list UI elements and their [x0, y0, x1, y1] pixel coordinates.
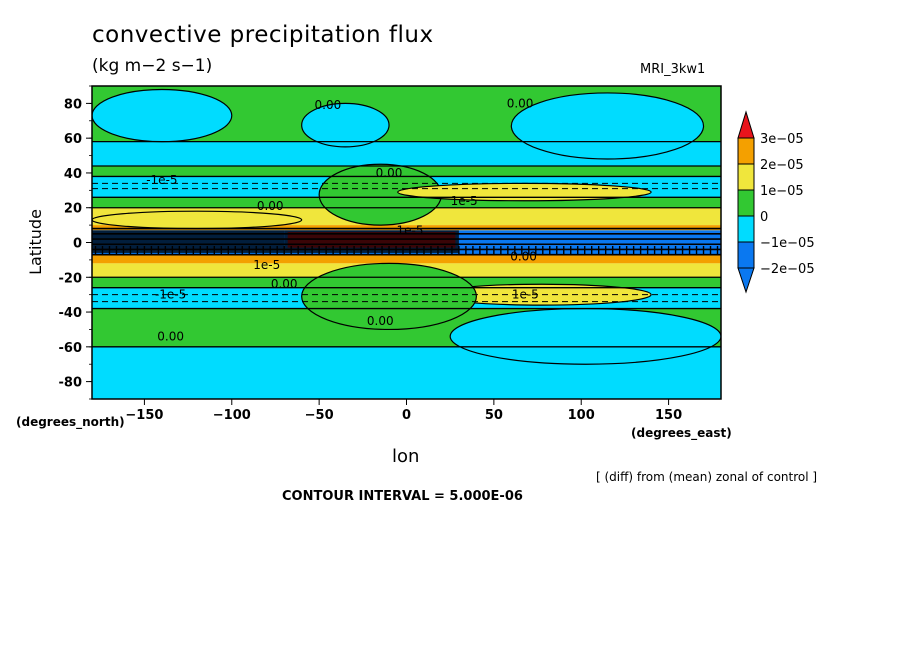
region-equatorial-black-mid [284, 230, 459, 253]
contour-label: 0.00 [367, 314, 394, 328]
contour-label: -1e-5 [155, 288, 186, 302]
colorbar-top-triangle [737, 110, 755, 139]
y-tick-label: -40 [59, 306, 83, 321]
description-note: [ (diff) from (mean) zonal of control ] [596, 470, 818, 484]
contour-label: -1e-5 [146, 173, 177, 187]
region-north-cyan-mid [301, 102, 390, 148]
y-tick-label: -60 [59, 341, 83, 356]
units-label: (kg m−2 s−1) [92, 56, 213, 76]
equatorial-contour-stripes [94, 245, 719, 255]
contour-label: 0.00 [507, 96, 534, 110]
x-tick-label: 150 [655, 408, 682, 423]
contour-label: 0.00 [157, 329, 184, 343]
region-central-green-south [301, 262, 477, 331]
plot-area: 0.00 0.00 0.00 0.00 0.00 0.00 0.00 0.00 -1e-5 -1e… [92, 86, 721, 399]
lat-band-6 [92, 225, 721, 231]
colorbar-label: 3e−05 [760, 132, 804, 147]
x-axis-units-note: (degrees_east) [631, 426, 732, 440]
colorbar-label: 1e−05 [760, 184, 804, 199]
colorbar-label: −2e−05 [760, 262, 815, 277]
x-axis-label: lon [392, 446, 420, 467]
region-north-cyan-left [92, 88, 233, 143]
colorbar: 3e−05 2e−05 1e−05 0 −1e−05 −2e−05 [737, 110, 815, 294]
axes: 80 60 40 20 0 -20 -40 -60 -80 −150 −100 −50 0 50 100 15… [59, 85, 682, 423]
x-tick-label: −50 [305, 408, 334, 423]
contour-label: 1e-5 [451, 194, 478, 208]
contour-label: 1e-5 [397, 223, 424, 237]
colorbar-segment [737, 163, 755, 191]
y-tick-label: 80 [64, 97, 82, 112]
colorbar-label: −1e−05 [760, 236, 815, 251]
contour-label: 0.00 [315, 98, 342, 112]
y-tick-label: 60 [64, 132, 82, 147]
x-tick-label: −100 [213, 408, 251, 423]
colorbar-segment [737, 215, 755, 243]
colorbar-label: 2e−05 [760, 158, 804, 173]
contour-label: 1e-5 [253, 258, 280, 272]
region-nw-yellow-band [92, 210, 303, 230]
lat-band-8 [92, 254, 721, 264]
x-tick-label: 100 [568, 408, 595, 423]
colorbar-segment [737, 137, 755, 165]
y-tick-label: 20 [64, 202, 82, 217]
y-axis-units-note: (degrees_north) [16, 415, 125, 429]
y-tick-label: 0 [73, 237, 82, 252]
chart-title: convective precipitation flux [92, 22, 434, 48]
contour-label: 0.00 [271, 277, 298, 291]
x-tick-label: 0 [402, 408, 411, 423]
contour-label: 0.00 [376, 166, 403, 180]
colorbar-segment [737, 241, 755, 269]
contour-label: 0.00 [257, 199, 284, 213]
y-tick-label: -80 [59, 376, 83, 391]
region-ne-yellow-band [397, 182, 652, 202]
x-tick-label: −150 [125, 408, 163, 423]
colorbar-segment [737, 189, 755, 217]
colorbar-label: 0 [760, 210, 768, 225]
colorbar-bottom-triangle [737, 267, 755, 294]
region-south-cyan-right [449, 307, 721, 365]
contour-label: 1e-5 [512, 288, 539, 302]
contour-label: 0.00 [510, 249, 537, 263]
y-tick-label: -20 [59, 271, 83, 286]
y-tick-label: 40 [64, 167, 82, 182]
contour-interval-label: CONTOUR INTERVAL = 5.000E-06 [282, 489, 523, 504]
region-equatorial-black-west [92, 230, 285, 253]
model-label: MRI_3kw1 [640, 62, 706, 77]
x-tick-label: 50 [485, 408, 503, 423]
region-north-cyan-right [510, 92, 705, 160]
